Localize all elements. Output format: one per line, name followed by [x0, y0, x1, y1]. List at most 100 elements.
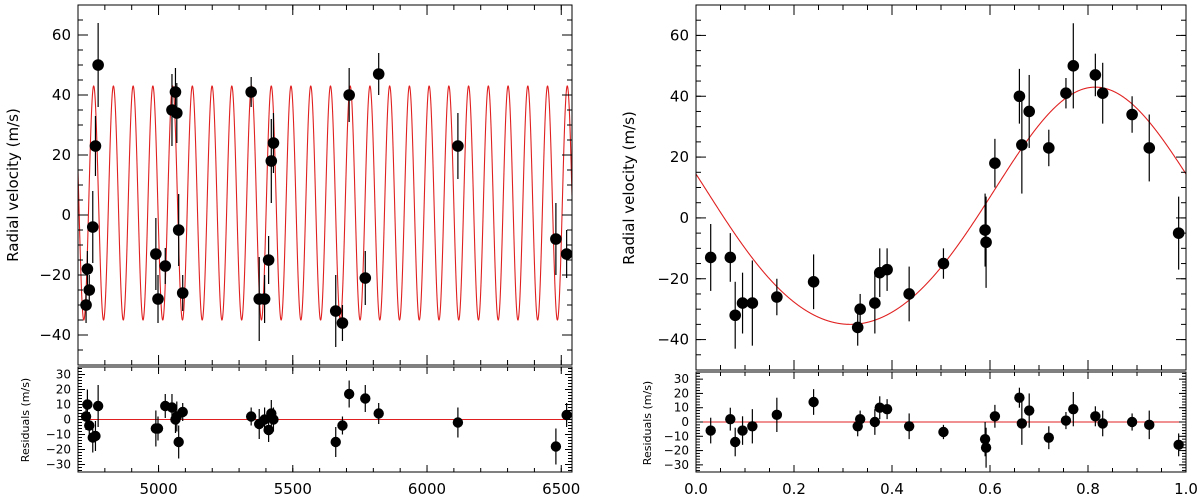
- data-point: [561, 409, 572, 421]
- y-tick-label: 60: [52, 26, 71, 44]
- data-point: [854, 413, 866, 425]
- data-point: [177, 406, 188, 418]
- data-point: [152, 293, 164, 305]
- y-tick-label: −20: [39, 266, 71, 284]
- data-point: [1013, 90, 1026, 103]
- data-point: [1143, 142, 1156, 154]
- data-point: [82, 399, 93, 410]
- y-tick-label: 0: [63, 413, 71, 427]
- y-tick-label: −40: [657, 331, 689, 349]
- data-point: [1090, 411, 1101, 422]
- x-tick-label: 1.0: [1174, 480, 1198, 498]
- model-curve: [696, 86, 1186, 325]
- data-point: [337, 420, 348, 431]
- data-point: [267, 137, 280, 149]
- time-residuals-ylabel: Residuals (m/s): [19, 378, 32, 462]
- data-point: [550, 441, 562, 452]
- data-point: [851, 321, 864, 334]
- x-tick-label: 6500: [542, 480, 580, 498]
- data-point: [881, 403, 893, 415]
- y-tick-label: 10: [56, 398, 71, 412]
- data-point: [452, 140, 464, 152]
- data-point: [92, 59, 104, 71]
- data-point: [152, 423, 164, 434]
- x-tick-label: 6000: [408, 480, 446, 498]
- data-point: [903, 421, 915, 432]
- y-tick-label: 0: [61, 206, 71, 224]
- data-point: [150, 248, 162, 260]
- data-point: [92, 400, 104, 412]
- phase-rv-panel: −40 −20 0 20 40 60: [657, 4, 1187, 371]
- data-point: [1060, 415, 1072, 426]
- y-tick-label: 40: [670, 87, 689, 105]
- data-point: [1089, 69, 1102, 81]
- plot-frame: [695, 4, 1187, 371]
- data-point: [903, 288, 915, 300]
- data-point: [86, 221, 99, 233]
- data-point: [262, 254, 275, 266]
- phase-rv-ylabel: Radial velocity (m/s): [620, 111, 638, 265]
- data-point: [245, 86, 257, 98]
- data-point: [171, 107, 183, 119]
- data-point: [560, 248, 573, 260]
- data-point: [550, 233, 562, 245]
- data-point: [245, 411, 257, 422]
- data-point: [730, 436, 741, 448]
- y-tick-label: 30: [674, 372, 689, 386]
- y-tick-label: 30: [56, 368, 71, 382]
- data-point: [90, 430, 101, 442]
- y-tick-label: 10: [674, 401, 689, 415]
- data-point: [265, 155, 278, 167]
- data-point: [1023, 105, 1035, 118]
- data-point: [747, 421, 758, 432]
- data-point: [84, 420, 95, 431]
- y-tick-label: 60: [670, 26, 689, 44]
- y-tick-label: 20: [52, 146, 71, 164]
- data-point: [989, 411, 1001, 422]
- data-point: [81, 263, 94, 275]
- time-rv-panel: −40 −20 0 20 40 60: [39, 4, 573, 366]
- data-point: [172, 224, 185, 236]
- data-point: [938, 426, 949, 438]
- data-point: [1096, 87, 1109, 100]
- data-point: [979, 224, 991, 236]
- y-tick-label: −30: [46, 458, 71, 472]
- y-tick-label: −30: [664, 458, 689, 472]
- y-tick-label: 20: [670, 148, 689, 166]
- data-point: [258, 293, 271, 305]
- data-point: [1126, 416, 1138, 428]
- data-point: [771, 291, 783, 303]
- data-point: [1043, 142, 1055, 154]
- data-point: [1067, 60, 1080, 72]
- y-tick-label: 20: [56, 383, 71, 397]
- data-point: [372, 68, 385, 80]
- data-point: [869, 416, 881, 428]
- data-point: [1172, 227, 1185, 239]
- data-point: [83, 284, 96, 296]
- phase-residuals-ylabel: Residuals (m/s): [641, 381, 654, 465]
- data-point: [937, 257, 950, 270]
- data-point: [1043, 432, 1055, 443]
- data-point: [1014, 392, 1025, 403]
- data-point: [89, 140, 102, 152]
- y-tick-label: −40: [39, 326, 71, 344]
- time-rv-ylabel: Radial velocity (m/s): [4, 108, 22, 262]
- data-point: [169, 86, 182, 98]
- plot-frame: [77, 4, 573, 366]
- data-point: [869, 297, 881, 309]
- y-tick-label: 0: [679, 209, 689, 227]
- data-point: [263, 424, 274, 436]
- data-point: [979, 433, 991, 445]
- y-tick-label: −20: [46, 443, 71, 457]
- data-point: [725, 413, 736, 425]
- data-point: [259, 414, 270, 425]
- y-tick-label: −20: [657, 270, 689, 288]
- data-point: [452, 417, 464, 428]
- data-point: [980, 442, 992, 453]
- x-tick-label: 0.2: [782, 480, 806, 498]
- data-point: [1126, 108, 1138, 121]
- y-tick-label: −10: [46, 428, 71, 442]
- data-point: [736, 297, 749, 309]
